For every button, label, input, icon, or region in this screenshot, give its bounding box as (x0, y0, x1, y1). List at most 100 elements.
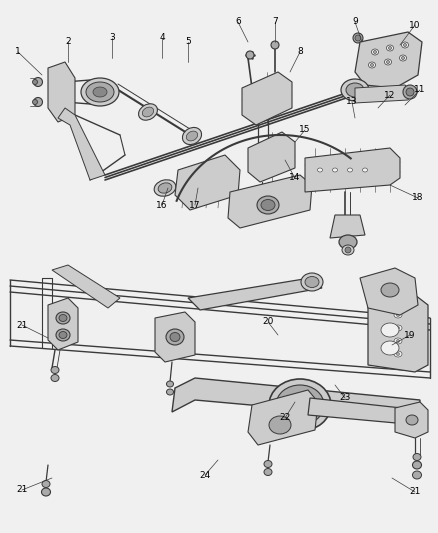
Text: 1: 1 (15, 47, 21, 56)
Ellipse shape (381, 283, 399, 297)
Ellipse shape (271, 41, 279, 49)
Polygon shape (308, 398, 420, 425)
Ellipse shape (158, 183, 172, 193)
Ellipse shape (396, 313, 399, 317)
Polygon shape (305, 148, 400, 192)
Text: 7: 7 (272, 18, 278, 27)
Ellipse shape (166, 381, 173, 387)
Ellipse shape (138, 104, 157, 120)
Ellipse shape (305, 277, 319, 287)
Text: 5: 5 (185, 37, 191, 46)
Ellipse shape (264, 461, 272, 467)
Ellipse shape (93, 87, 107, 97)
Ellipse shape (396, 327, 399, 329)
Ellipse shape (402, 56, 405, 60)
Polygon shape (355, 32, 422, 88)
Ellipse shape (166, 389, 173, 395)
Ellipse shape (386, 45, 393, 51)
Ellipse shape (51, 367, 59, 374)
Ellipse shape (186, 131, 198, 141)
Ellipse shape (406, 415, 418, 425)
Ellipse shape (269, 416, 291, 434)
Ellipse shape (154, 180, 176, 196)
Text: 14: 14 (290, 174, 301, 182)
Ellipse shape (371, 63, 374, 67)
Ellipse shape (402, 42, 409, 48)
Ellipse shape (399, 55, 406, 61)
Polygon shape (172, 378, 420, 420)
Ellipse shape (32, 100, 38, 104)
Polygon shape (248, 132, 295, 182)
Polygon shape (228, 175, 312, 228)
Polygon shape (368, 295, 428, 372)
Ellipse shape (183, 127, 201, 144)
Ellipse shape (56, 329, 70, 341)
Polygon shape (52, 265, 120, 308)
Ellipse shape (386, 61, 389, 63)
Text: 11: 11 (414, 85, 426, 94)
Ellipse shape (371, 49, 378, 55)
Polygon shape (175, 155, 240, 210)
Ellipse shape (342, 245, 354, 255)
Text: 10: 10 (409, 20, 421, 29)
Ellipse shape (374, 51, 377, 53)
Ellipse shape (86, 82, 114, 102)
Text: 21: 21 (16, 486, 28, 495)
Text: 9: 9 (352, 18, 358, 27)
Ellipse shape (332, 168, 338, 172)
Ellipse shape (368, 62, 375, 68)
Ellipse shape (33, 98, 42, 107)
Ellipse shape (355, 35, 361, 41)
Ellipse shape (389, 46, 392, 50)
Polygon shape (330, 215, 365, 238)
Polygon shape (188, 278, 322, 310)
Text: 17: 17 (189, 200, 201, 209)
Ellipse shape (301, 273, 323, 291)
Polygon shape (355, 85, 412, 103)
Ellipse shape (269, 379, 331, 431)
Text: 16: 16 (156, 200, 168, 209)
Ellipse shape (81, 78, 119, 106)
Text: 6: 6 (235, 18, 241, 27)
Ellipse shape (396, 352, 399, 356)
Text: 24: 24 (199, 471, 211, 480)
Ellipse shape (286, 393, 314, 417)
Ellipse shape (403, 85, 417, 99)
Ellipse shape (394, 351, 402, 357)
Polygon shape (242, 72, 292, 125)
Ellipse shape (261, 199, 275, 211)
Ellipse shape (56, 312, 70, 324)
Ellipse shape (394, 338, 402, 344)
Ellipse shape (385, 59, 392, 65)
Ellipse shape (59, 314, 67, 321)
Polygon shape (48, 62, 75, 122)
Text: 12: 12 (384, 91, 396, 100)
Ellipse shape (403, 44, 406, 46)
Ellipse shape (346, 83, 364, 97)
Polygon shape (48, 298, 78, 350)
Ellipse shape (318, 168, 322, 172)
Text: 4: 4 (159, 34, 165, 43)
Ellipse shape (32, 79, 38, 85)
Ellipse shape (345, 247, 351, 253)
Ellipse shape (276, 385, 324, 425)
Ellipse shape (257, 196, 279, 214)
Text: 19: 19 (404, 330, 416, 340)
Text: 2: 2 (65, 37, 71, 46)
Polygon shape (360, 268, 418, 315)
Ellipse shape (347, 168, 353, 172)
Ellipse shape (413, 454, 421, 461)
Ellipse shape (261, 199, 269, 205)
Text: 13: 13 (346, 98, 358, 107)
Text: 21: 21 (16, 320, 28, 329)
Ellipse shape (294, 400, 306, 410)
Ellipse shape (339, 235, 357, 249)
Ellipse shape (170, 333, 180, 342)
Ellipse shape (33, 77, 42, 86)
Ellipse shape (166, 329, 184, 345)
Ellipse shape (396, 340, 399, 343)
Ellipse shape (42, 488, 50, 496)
Text: 23: 23 (339, 393, 351, 402)
Ellipse shape (413, 461, 421, 469)
Ellipse shape (59, 332, 67, 338)
